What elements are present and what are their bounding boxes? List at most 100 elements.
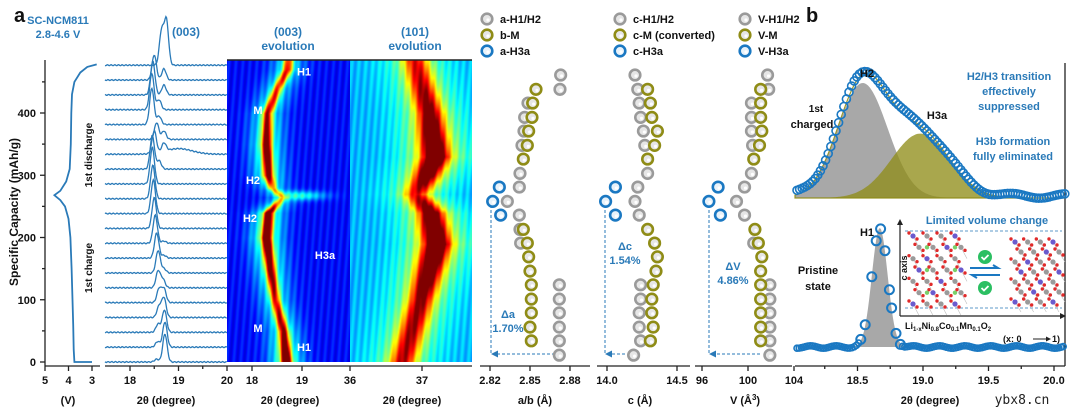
tm-atom (1037, 239, 1043, 245)
tm-atom (1012, 299, 1018, 305)
marker-highlight (528, 256, 532, 260)
data-point (922, 126, 932, 136)
pristine-label: Pristine (798, 265, 838, 277)
marker-highlight (558, 340, 562, 344)
xrd-trace (104, 213, 228, 245)
data-point (916, 120, 927, 131)
x-range-end: 1) (1052, 334, 1060, 344)
data-point (859, 319, 871, 331)
legend-label: c-H1/H2 (633, 14, 674, 26)
o-atom (915, 237, 919, 241)
marker-highlight (654, 144, 658, 148)
o-atom (1042, 283, 1047, 287)
phase-label-m: M (253, 105, 262, 117)
xrd-trace (104, 232, 228, 260)
data-point (846, 81, 857, 91)
o-atom (927, 287, 931, 292)
voltage-title: SC-NCM811 (27, 15, 89, 27)
marker-highlight (651, 312, 655, 316)
marker-highlight (619, 50, 623, 54)
formula-part: Li (905, 321, 913, 331)
data-point (1060, 189, 1070, 199)
voltage-curve (52, 63, 97, 363)
x-tick-label: 14.0 (596, 375, 617, 387)
marker-highlight (558, 312, 562, 316)
xrd-trace (104, 269, 228, 290)
marker-highlight (558, 354, 562, 358)
o-atom (1047, 297, 1051, 301)
o-atom (1029, 263, 1034, 267)
li-atom (952, 267, 958, 273)
tm-atom (958, 244, 964, 250)
o-atom (907, 276, 911, 281)
data-point (927, 131, 938, 142)
xrd-trace (104, 54, 227, 82)
marker-highlight (522, 228, 526, 233)
marker-highlight (769, 326, 773, 330)
xrd-trace (104, 59, 228, 97)
tm-atom (930, 267, 936, 273)
x-tick-label: 20 (221, 375, 233, 387)
x-tick-label: 19 (172, 375, 184, 387)
h2-fit-area (795, 83, 1065, 198)
o-atom (1035, 253, 1040, 257)
marker-highlight (744, 34, 748, 38)
marker-highlight (744, 18, 748, 22)
o-atom (1042, 243, 1047, 247)
marker-highlight (647, 228, 651, 233)
marker-highlight (649, 102, 654, 106)
check-circle-icon (978, 250, 992, 264)
tm-atom (916, 244, 922, 250)
marker-highlight (522, 158, 526, 162)
heatmap-101-title: (101) (401, 25, 429, 39)
tm-atom (924, 301, 930, 307)
heatmap-003-canvas (227, 60, 350, 362)
o-atom (963, 293, 967, 298)
x-axis-label: 2θ (degree) (137, 395, 196, 407)
marker-highlight (656, 130, 661, 134)
marker-highlight (754, 228, 758, 233)
x-tick-label: 5 (42, 375, 48, 387)
formula-part: 0.1 (951, 327, 960, 333)
x-tick-label: 18 (246, 375, 258, 387)
data-point (886, 302, 898, 314)
tm-atom (910, 233, 916, 239)
formula-part: 1-x (913, 327, 922, 333)
charge-annotation: 1st charge (84, 243, 95, 293)
o-atom (949, 276, 953, 281)
marker-highlight (769, 298, 773, 302)
marker-highlight (743, 214, 748, 218)
data-point (831, 126, 841, 136)
xrd-trace (104, 178, 228, 215)
tm-atom (1056, 289, 1062, 295)
o-atom (929, 259, 933, 264)
data-point (966, 177, 977, 187)
o-atom (957, 305, 961, 309)
tm-atom (916, 290, 922, 296)
o-atom (1029, 283, 1034, 287)
x-axis-label: V (Å3) (730, 393, 760, 407)
data-point (883, 284, 895, 296)
formula-part: O (981, 321, 988, 331)
marker-highlight (638, 312, 642, 316)
marker-highlight (638, 214, 642, 218)
data-point (888, 95, 899, 105)
tm-atom (1012, 239, 1018, 245)
data-point (875, 223, 887, 235)
o-atom (913, 265, 917, 269)
li-atom (924, 245, 930, 250)
tm-atom (958, 267, 964, 273)
x-tick-label: 96 (696, 375, 708, 387)
data-point (818, 161, 828, 171)
o-atom (1027, 267, 1032, 271)
tm-atom (952, 301, 958, 307)
tm-atom (924, 233, 930, 239)
o-atom (929, 282, 933, 287)
delta-symbol: Δc (618, 241, 632, 253)
xrd-trace (104, 146, 228, 186)
o-atom (941, 265, 945, 269)
marker-highlight (760, 312, 764, 316)
tm-atom (938, 301, 944, 307)
x-tick-label: 36 (344, 375, 356, 387)
